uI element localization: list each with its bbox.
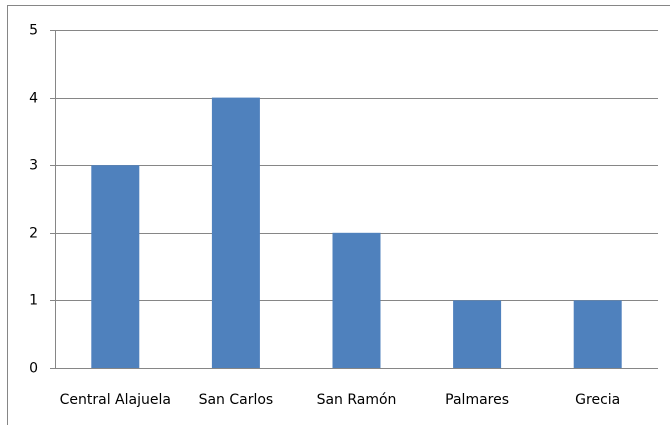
y-tick-label: 4 xyxy=(29,91,38,107)
y-tick-label: 2 xyxy=(29,226,38,242)
y-tick-label: 3 xyxy=(29,158,38,174)
bar xyxy=(91,165,140,368)
x-tick-label: Palmares xyxy=(445,392,509,408)
y-tick-label: 0 xyxy=(29,361,38,377)
bar xyxy=(332,232,381,368)
x-tick-label: San Carlos xyxy=(199,392,274,408)
bar xyxy=(453,300,502,368)
x-tick-label: Central Alajuela xyxy=(60,392,171,408)
x-tick-label: San Ramón xyxy=(317,392,397,408)
bar xyxy=(573,300,622,368)
x-tick-label: Grecia xyxy=(575,392,620,408)
y-tick-label: 1 xyxy=(29,293,38,309)
chart-frame xyxy=(7,5,670,425)
y-tick-label: 5 xyxy=(29,23,38,39)
bar xyxy=(211,97,260,368)
